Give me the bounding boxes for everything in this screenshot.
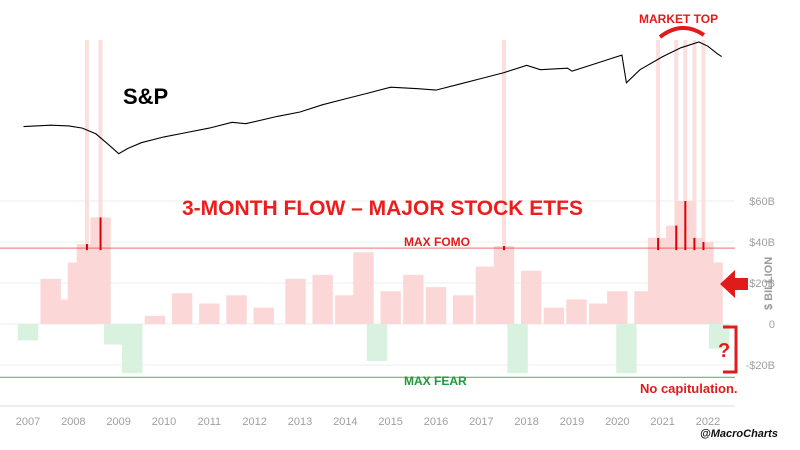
- flow-bar: [353, 252, 374, 324]
- y-tick-label: $40B: [749, 237, 775, 249]
- y-tick-label: $20B: [749, 278, 775, 290]
- x-tick-label: 2011: [198, 416, 222, 428]
- flow-bar: [285, 278, 306, 324]
- fomo-band: [674, 40, 679, 249]
- fomo-spike: [702, 242, 705, 251]
- x-tick-label: 2014: [333, 416, 357, 428]
- x-tick-label: 2018: [514, 416, 538, 428]
- y-axis-unit: $ BILLION: [763, 256, 775, 310]
- y-axis: $60B $40B $20B 0 -$20B: [746, 196, 775, 372]
- flow-bar: [453, 295, 474, 324]
- flow-bar: [543, 307, 565, 324]
- flow-bar: [253, 307, 274, 324]
- flow-bar: [521, 270, 542, 324]
- fomo-band: [98, 40, 103, 249]
- flow-bar: [702, 262, 723, 324]
- flow-bar: [40, 278, 61, 324]
- x-tick-label: 2020: [605, 416, 629, 428]
- flow-bar: [403, 274, 424, 324]
- flow-bar: [493, 246, 515, 324]
- x-tick-label: 2019: [560, 416, 584, 428]
- highlight-bands: [84, 40, 706, 249]
- flow-bar: [366, 324, 388, 361]
- y-tick-label: $60B: [749, 196, 775, 208]
- flow-bar: [226, 295, 247, 324]
- flow-bar: [199, 303, 220, 324]
- fomo-spike: [657, 237, 660, 251]
- fomo-spike: [99, 217, 102, 251]
- question-mark: ?: [718, 340, 731, 362]
- flow-title: 3-MONTH FLOW – MAJOR STOCK ETFS: [182, 197, 583, 220]
- fomo-band: [656, 40, 661, 249]
- flow-bar: [709, 324, 730, 349]
- fomo-spike: [675, 225, 678, 251]
- flow-bar: [335, 295, 356, 324]
- fomo-band: [84, 40, 89, 249]
- flow-bar: [144, 315, 166, 324]
- flow-bar: [17, 324, 39, 341]
- flow-bar: [122, 324, 143, 374]
- x-tick-label: 2013: [288, 416, 312, 428]
- x-tick-label: 2008: [61, 416, 85, 428]
- x-axis: 2007 2008 2009 2010 2011 2012 2013 2014 2015 2016…: [16, 416, 720, 428]
- fomo-spike: [85, 244, 88, 251]
- reference-lines: [0, 247, 735, 378]
- flow-bar: [475, 266, 497, 324]
- market-top-arc: [658, 26, 706, 39]
- x-tick-label: 2012: [242, 416, 266, 428]
- flow-bars: [17, 201, 730, 374]
- sp-price-line: [23, 41, 722, 155]
- y-tick-label: -$20B: [746, 360, 775, 372]
- x-tick-label: 2016: [424, 416, 448, 428]
- max-fear-label: MAX FEAR: [404, 374, 467, 388]
- flow-bar: [566, 299, 587, 324]
- fomo-band: [502, 40, 506, 249]
- flow-bar: [171, 293, 193, 324]
- market-top-label: MARKET TOP: [639, 12, 719, 26]
- fomo-band: [683, 40, 688, 249]
- bracket: [723, 325, 738, 374]
- x-tick-label: 2015: [378, 416, 402, 428]
- fomo-spike: [693, 237, 696, 251]
- x-tick-label: 2021: [650, 416, 674, 428]
- x-tick-label: 2007: [16, 416, 40, 428]
- flow-bar: [103, 324, 125, 345]
- fomo-spike: [503, 246, 505, 251]
- fomo-band: [701, 40, 706, 249]
- flow-bar: [507, 324, 528, 374]
- sp-label: S&P: [123, 84, 169, 109]
- flow-bar: [589, 303, 610, 324]
- author-handle: @MacroCharts: [700, 428, 778, 440]
- no-capitulation-label: No capitulation.: [640, 381, 738, 396]
- flow-bar: [607, 291, 628, 324]
- fomo-spike: [684, 201, 687, 251]
- max-fomo-label: MAX FOMO: [404, 235, 470, 249]
- flow-bar: [380, 291, 401, 324]
- y-tick-label: 0: [769, 319, 775, 331]
- x-tick-label: 2010: [152, 416, 176, 428]
- flow-bar: [616, 324, 637, 374]
- flow-bar: [312, 274, 333, 324]
- fomo-band: [692, 40, 697, 249]
- x-tick-label: 2009: [106, 416, 130, 428]
- flow-bar: [425, 287, 447, 324]
- x-tick-label: 2022: [696, 416, 720, 428]
- flow-bar: [90, 217, 111, 324]
- x-tick-label: 2017: [469, 416, 493, 428]
- arrow-icon: [720, 270, 748, 298]
- flow-spikes: [85, 201, 705, 251]
